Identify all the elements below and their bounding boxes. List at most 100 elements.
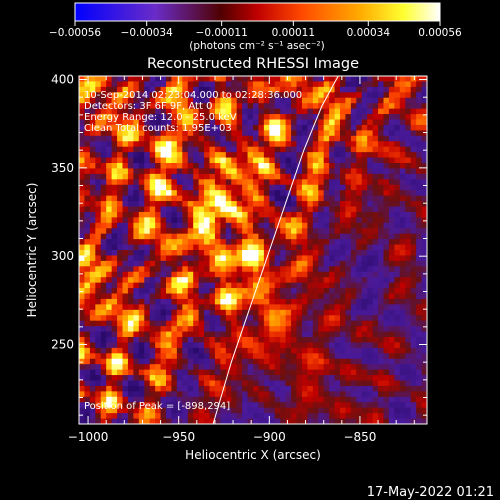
heatmap-cell <box>166 271 172 278</box>
heatmap-cell <box>160 380 167 387</box>
heatmap-cell <box>350 396 357 403</box>
heatmap-cell <box>345 146 352 153</box>
heatmap-cell <box>312 402 319 409</box>
heatmap-cell <box>356 353 363 360</box>
heatmap-cell <box>231 402 238 409</box>
heatmap-cell <box>323 266 330 273</box>
heatmap-cell <box>79 163 85 169</box>
heatmap-cell <box>416 173 422 180</box>
heatmap-cell <box>84 277 91 284</box>
heatmap-cell <box>399 86 406 93</box>
heatmap-cell <box>84 217 91 224</box>
heatmap-cell <box>372 222 379 229</box>
heatmap-cell <box>378 76 384 82</box>
heatmap-cell <box>301 418 308 424</box>
heatmap-cell <box>318 168 325 175</box>
heatmap-cell <box>100 266 107 273</box>
heatmap-cell <box>399 211 406 218</box>
heatmap-cell <box>182 402 189 409</box>
heatmap-cell <box>274 380 281 387</box>
heatmap-cell <box>291 114 297 120</box>
heatmap-cell <box>84 369 91 376</box>
heatmap-cell <box>106 228 113 235</box>
heatmap-cell <box>182 413 189 419</box>
heatmap-cell <box>291 173 297 180</box>
heatmap-cell <box>144 293 151 300</box>
heatmap-cell <box>149 184 156 191</box>
heatmap-cell <box>253 337 259 343</box>
heatmap-cell <box>285 304 292 311</box>
heatmap-cell <box>361 250 368 256</box>
heatmap-cell <box>236 130 243 137</box>
heatmap-cell <box>155 163 161 169</box>
heatmap-cell <box>410 347 417 354</box>
heatmap-image <box>79 76 427 424</box>
heatmap-cell <box>198 320 205 327</box>
heatmap-cell <box>383 163 390 169</box>
heatmap-cell <box>372 119 379 126</box>
heatmap-cell <box>214 396 221 403</box>
heatmap-cell <box>274 337 281 343</box>
heatmap-cell <box>100 114 107 120</box>
heatmap-cell <box>383 293 390 300</box>
heatmap-cell <box>372 271 379 278</box>
heatmap-cell <box>307 206 314 213</box>
heatmap-cell <box>410 413 417 419</box>
heatmap-cell <box>329 222 335 229</box>
heatmap-cell <box>187 298 194 305</box>
heatmap-cell <box>258 163 265 169</box>
heatmap-cell <box>307 282 314 289</box>
heatmap-cell <box>394 282 401 289</box>
heatmap-cell <box>410 239 417 245</box>
heatmap-cell <box>361 157 368 164</box>
heatmap-cell <box>100 211 107 218</box>
heatmap-cell <box>242 81 248 88</box>
heatmap-cell <box>388 380 395 387</box>
heatmap-cell <box>160 157 167 164</box>
heatmap-cell <box>204 184 210 191</box>
heatmap-cell <box>372 206 379 213</box>
heatmap-cell <box>166 277 172 284</box>
heatmap-cell <box>416 380 422 387</box>
heatmap-cell <box>79 337 85 343</box>
annotation-line: 10-Sep-2014 02:23:04.000 to 02:28:36.000 <box>84 90 302 101</box>
heatmap-cell <box>187 135 194 142</box>
heatmap-cell <box>204 233 210 240</box>
heatmap-cell <box>296 298 303 305</box>
heatmap-cell <box>323 206 330 213</box>
heatmap-cell <box>372 217 379 224</box>
heatmap-cell <box>133 190 140 197</box>
heatmap-cell <box>285 396 292 403</box>
heatmap-cell <box>421 239 427 245</box>
heatmap-cell <box>214 141 221 148</box>
heatmap-cell <box>274 168 281 175</box>
heatmap-cell <box>122 282 129 289</box>
heatmap-cell <box>388 331 395 338</box>
heatmap-cell <box>291 369 297 376</box>
heatmap-cell <box>127 244 134 251</box>
heatmap-cell <box>209 239 216 245</box>
heatmap-cell <box>166 347 172 354</box>
heatmap-cell <box>127 418 134 424</box>
heatmap-cell <box>323 298 330 305</box>
heatmap-cell <box>198 418 205 424</box>
heatmap-cell <box>187 385 194 392</box>
heatmap-cell <box>231 255 238 262</box>
heatmap-cell <box>155 304 161 311</box>
heatmap-cell <box>312 380 319 387</box>
heatmap-cell <box>198 86 205 93</box>
heatmap-cell <box>122 81 129 88</box>
heatmap-cell <box>236 157 243 164</box>
heatmap-cell <box>176 385 183 392</box>
heatmap-cell <box>410 195 417 202</box>
heatmap-cell <box>84 157 91 164</box>
heatmap-cell <box>144 152 151 158</box>
heatmap-cell <box>280 163 287 169</box>
heatmap-cell <box>171 396 178 403</box>
heatmap-cell <box>111 391 118 398</box>
heatmap-cell <box>166 413 172 419</box>
heatmap-cell <box>378 195 384 202</box>
heatmap-cell <box>329 168 335 175</box>
heatmap-cell <box>323 108 330 115</box>
heatmap-cell <box>160 103 167 110</box>
